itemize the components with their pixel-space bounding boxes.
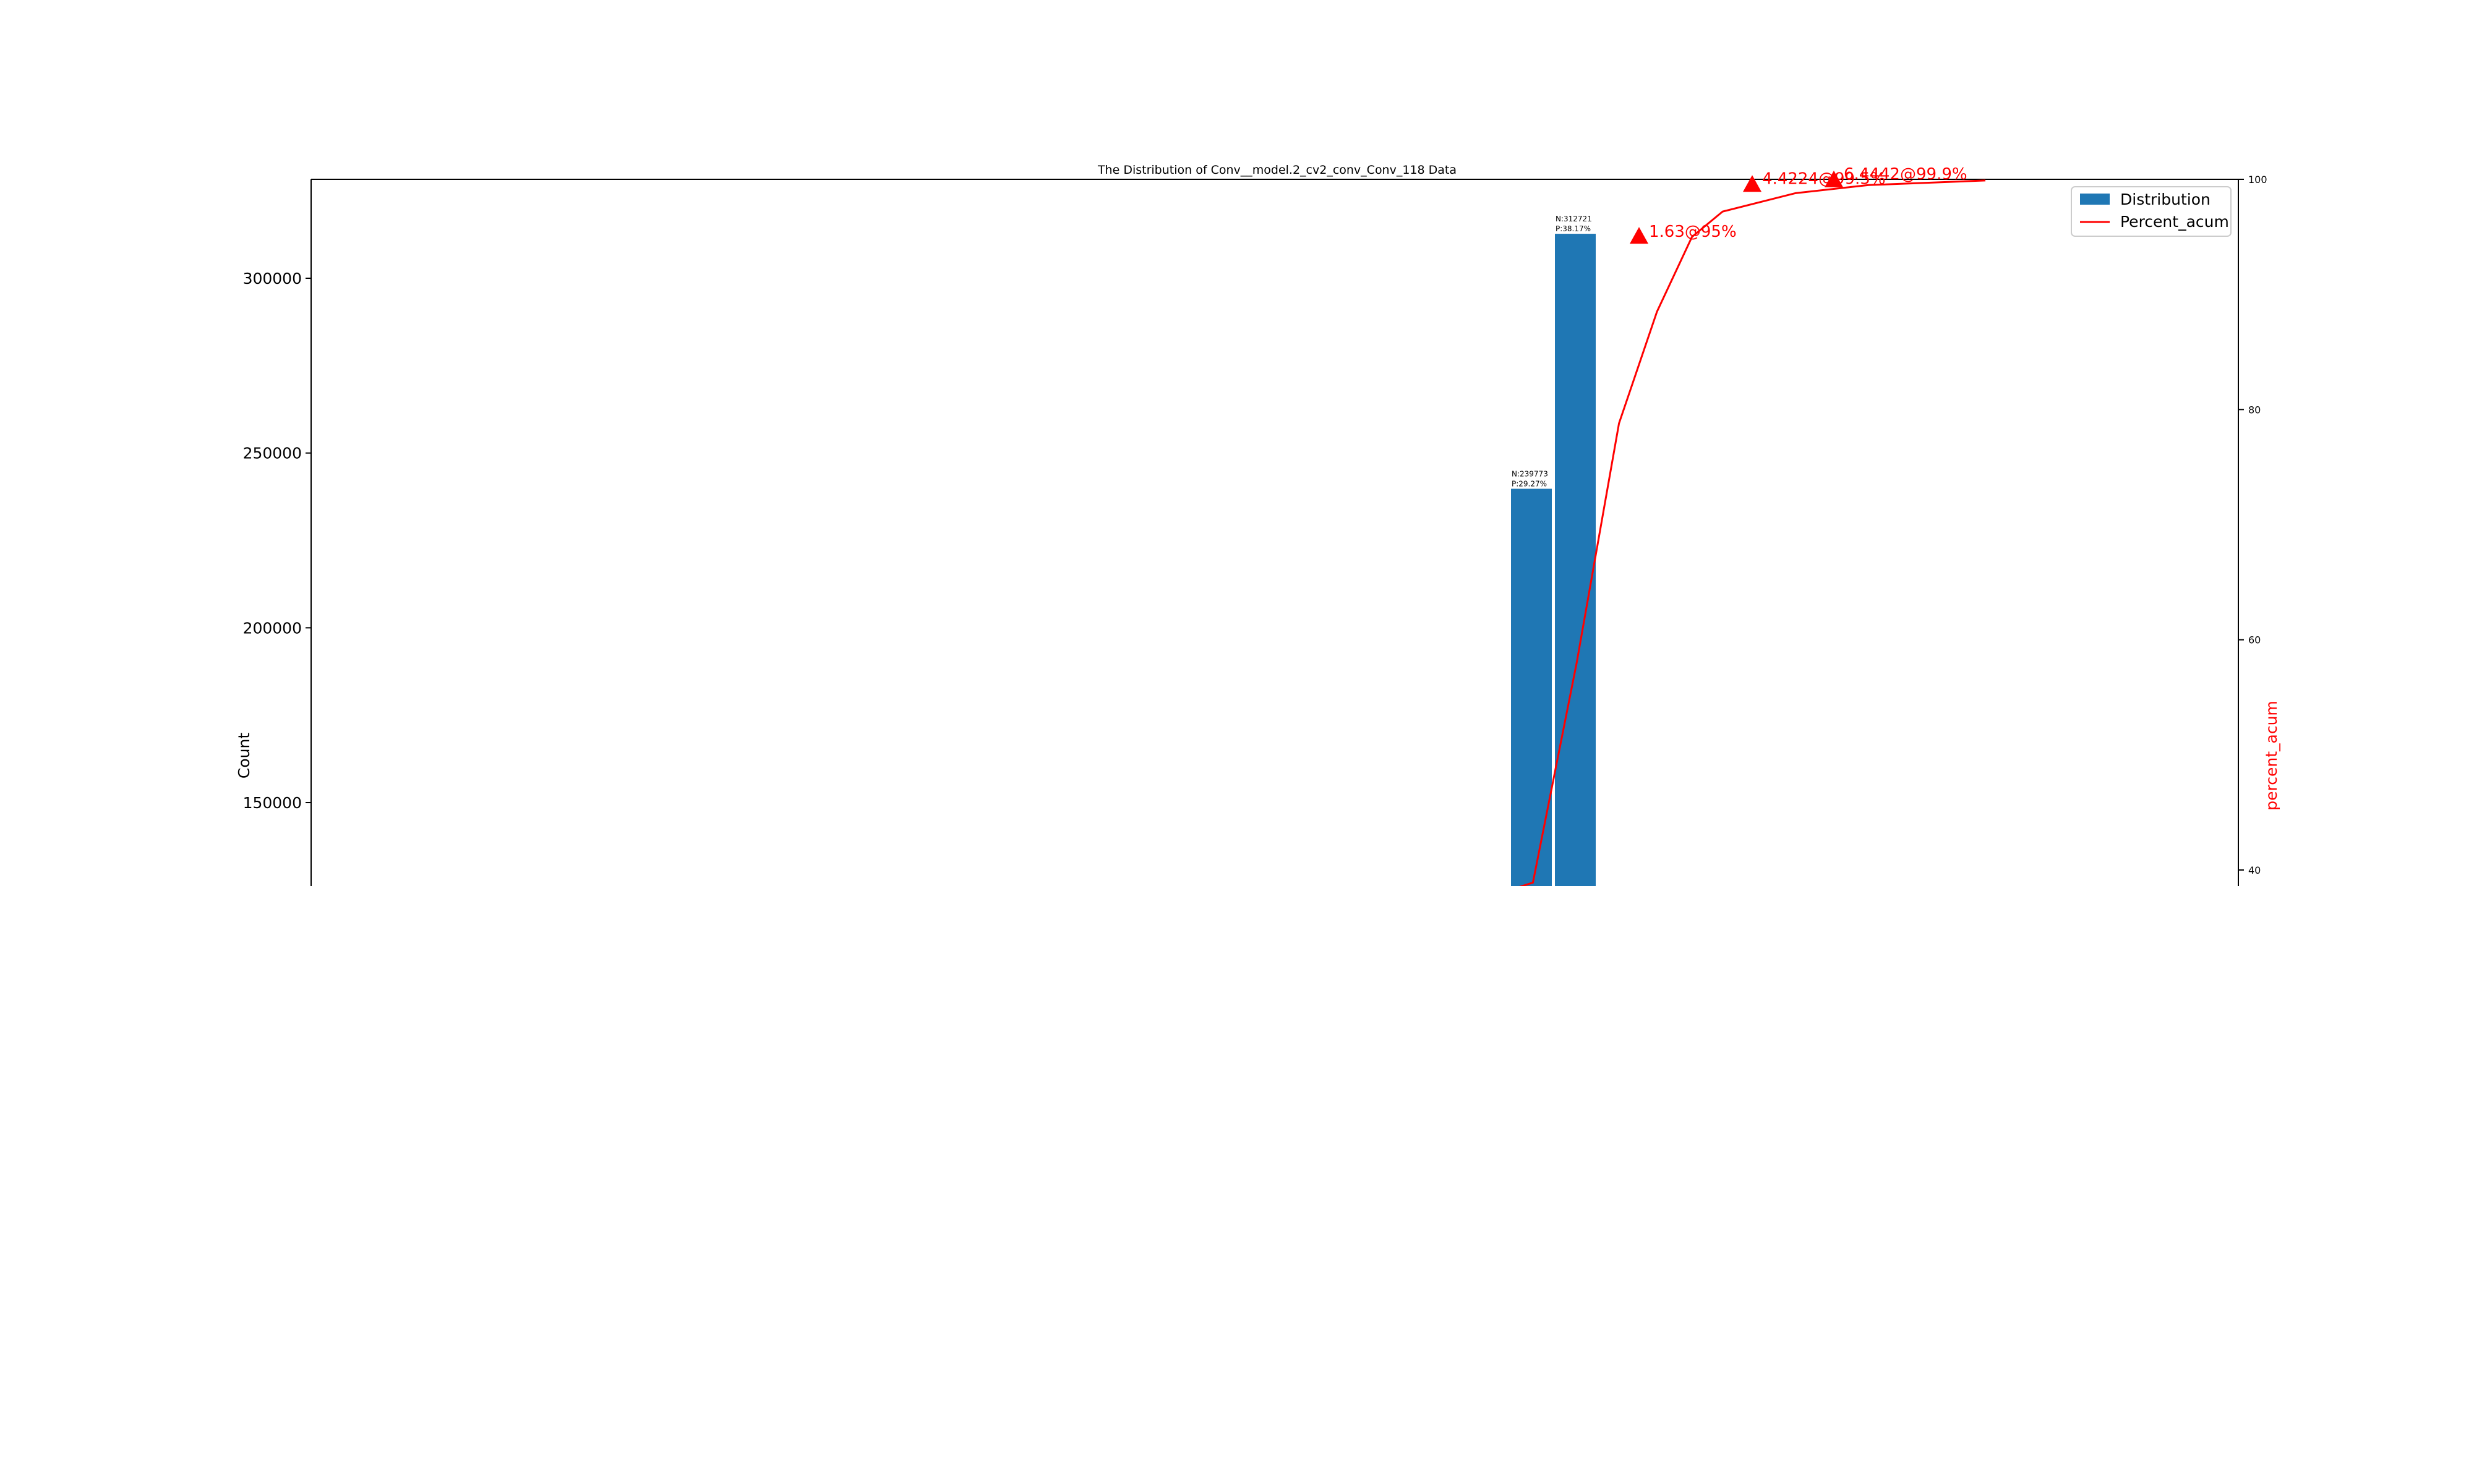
percent-acum-line	[1510, 179, 1986, 891]
y2-axis-ticks: 40 60 80 100	[2238, 174, 2267, 876]
y-tick-label: 250000	[243, 445, 302, 463]
legend-box	[2071, 186, 2232, 237]
bar-1-percent-label: P:29.27%	[1512, 479, 1547, 488]
y-tick-label: 150000	[243, 794, 302, 812]
y-tick-label: 200000	[243, 619, 302, 637]
annotation-1-marker	[1630, 227, 1648, 244]
annotation-3-text: 6.4442@99.9%	[1844, 165, 1967, 184]
y2-axis-label: percent_acum	[2262, 701, 2280, 811]
annotations: 1.63@95% 4.4224@99.5% 6.4442@99.9%	[1630, 165, 1967, 244]
chart-title: The Distribution of Conv__model.2_cv2_co…	[1097, 163, 1457, 177]
annotation-2-marker	[1743, 175, 1761, 192]
y-axis-label: Count	[235, 733, 253, 778]
annotation-3-marker	[1825, 170, 1843, 187]
axes-frame	[310, 179, 2239, 886]
y2-tick-label: 40	[2248, 864, 2261, 876]
y2-tick-label: 60	[2248, 634, 2261, 646]
legend: Distribution Percent_acum	[2071, 186, 2232, 237]
y2-tick-label: 80	[2248, 404, 2261, 416]
lower-blank-area	[0, 886, 2474, 1484]
annotation-2-text: 4.4224@99.5%	[1762, 169, 1886, 188]
bar-2-percent-label: P:38.17%	[1556, 224, 1591, 233]
legend-bar-swatch	[2080, 194, 2110, 205]
y-axis-ticks: 150000 200000 250000 300000	[243, 270, 311, 812]
y-tick-label: 300000	[243, 270, 302, 288]
y2-tick-label: 100	[2248, 174, 2267, 186]
bar-1	[1511, 488, 1552, 927]
legend-percent-acum-label: Percent_acum	[2120, 213, 2229, 231]
bar-2	[1555, 234, 1596, 927]
bar-1-count-label: N:239773	[1512, 469, 1548, 478]
bar-2-count-label: N:312721	[1556, 215, 1592, 223]
annotation-1-text: 1.63@95%	[1649, 223, 1737, 241]
bar-series: N:239773 P:29.27% N:312721 P:38.17%	[1511, 215, 1596, 927]
legend-distribution-label: Distribution	[2120, 190, 2211, 208]
